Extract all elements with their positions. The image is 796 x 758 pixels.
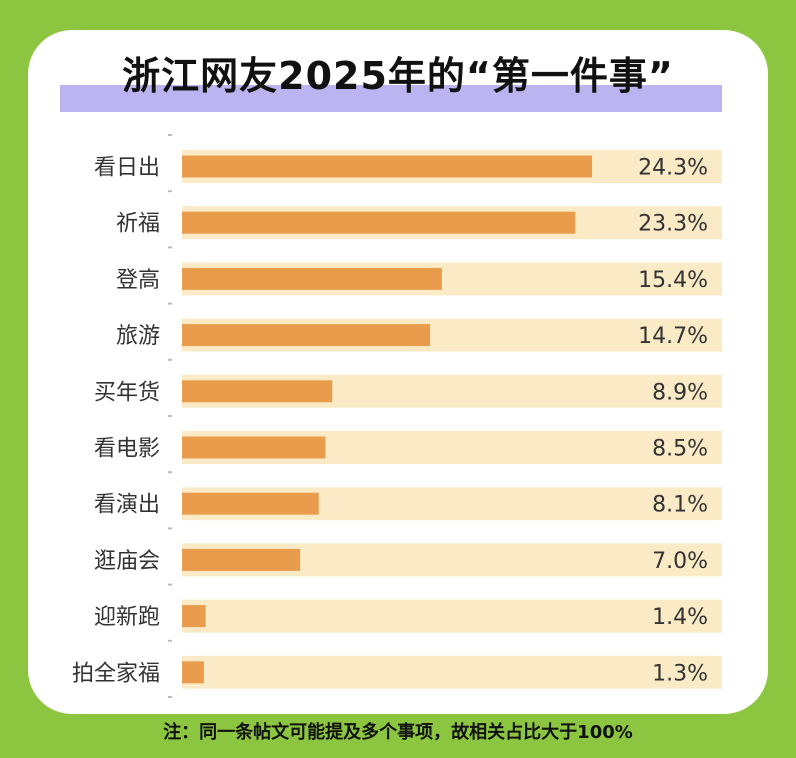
value-label: 7.0% — [652, 549, 708, 574]
category-label: 看日出 — [94, 156, 160, 181]
axis-ticks — [168, 134, 172, 698]
value-label: 8.5% — [652, 437, 708, 462]
value-label: 15.4% — [638, 268, 708, 293]
category-label: 逛庙会 — [94, 549, 160, 574]
category-label: 迎新跑 — [94, 605, 160, 630]
bar — [182, 324, 431, 347]
value-label: 23.3% — [638, 212, 708, 237]
category-label: 登高 — [116, 268, 160, 293]
bar — [182, 492, 319, 515]
bar-track — [182, 655, 722, 689]
bar — [182, 155, 593, 178]
bar — [182, 605, 206, 628]
category-label: 买年货 — [94, 380, 160, 405]
bar — [182, 548, 301, 571]
value-label: 14.7% — [638, 324, 708, 349]
bar — [182, 211, 576, 234]
bar — [182, 380, 333, 403]
category-label: 拍全家福 — [72, 661, 160, 686]
bar-track — [182, 599, 722, 633]
value-label: 8.9% — [652, 380, 708, 405]
value-label: 8.1% — [652, 493, 708, 518]
category-label: 祈福 — [116, 212, 160, 237]
bar — [182, 436, 326, 459]
category-label: 看演出 — [94, 493, 160, 518]
title-underline-band — [60, 85, 722, 112]
value-label: 1.4% — [652, 605, 708, 630]
category-label: 看电影 — [94, 437, 160, 462]
value-labels: 24.3% 23.3% 15.4% 14.7% 8.9% 8.5% 8.1% 7.0% 1.4%… — [638, 156, 708, 687]
bar — [182, 267, 442, 290]
chart-title: 浙江网友2025年的“第一件事” — [122, 54, 674, 98]
category-label: 旅游 — [116, 324, 160, 349]
value-label: 1.3% — [652, 661, 708, 686]
value-label: 24.3% — [638, 156, 708, 181]
bars — [182, 155, 593, 684]
footnote: 注：同一条帖文可能提及多个事项，故相关占比大于100% — [163, 722, 633, 743]
bar — [182, 661, 204, 684]
